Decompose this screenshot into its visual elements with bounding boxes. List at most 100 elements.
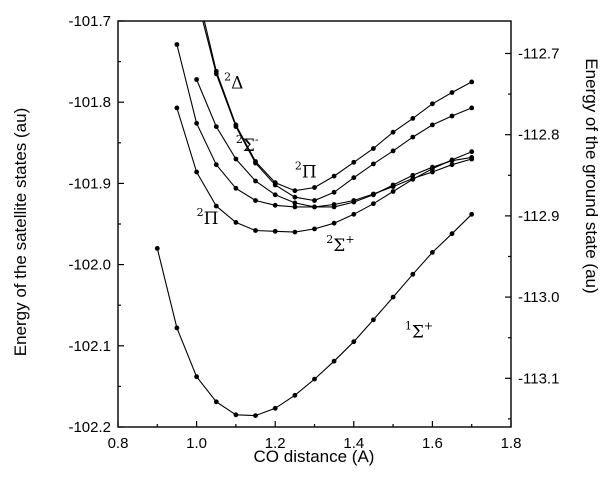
x-axis-title: CO distance (A) <box>254 447 375 466</box>
data-point <box>430 250 435 255</box>
data-point <box>351 211 357 217</box>
data-point <box>390 294 396 300</box>
data-point <box>351 159 357 165</box>
data-point <box>312 185 317 190</box>
data-point <box>410 172 416 178</box>
right-y-tick-label: -112.9 <box>518 208 559 225</box>
data-point <box>331 358 337 364</box>
data-point <box>213 162 219 168</box>
state-label: 2Σ+ <box>326 233 354 256</box>
x-tick-label: 1.4 <box>343 435 364 452</box>
data-point <box>351 175 357 181</box>
data-point <box>292 200 298 206</box>
x-tick-label: 1.8 <box>501 435 522 452</box>
state-label: 2Σ- <box>236 133 259 156</box>
data-point <box>272 228 278 234</box>
data-point <box>390 189 396 194</box>
data-point <box>410 271 416 277</box>
state-label: 2Δ <box>224 70 243 93</box>
right-y-tick-label: -113.0 <box>518 289 559 306</box>
right-y-tick-label: -113.1 <box>518 370 559 387</box>
data-point <box>154 246 160 251</box>
series-line <box>203 21 472 192</box>
data-point <box>469 105 475 111</box>
right-y-tick-label: -112.7 <box>518 45 559 62</box>
data-point <box>331 173 337 179</box>
plot-area <box>117 20 512 428</box>
data-point <box>430 164 435 170</box>
data-point <box>469 149 475 155</box>
data-point <box>371 146 376 151</box>
right-y-tick-label: -112.8 <box>518 127 559 144</box>
data-point <box>272 405 278 411</box>
data-point <box>449 162 455 168</box>
series-layer <box>154 21 475 418</box>
series-2 <box>174 42 475 210</box>
plot-frame <box>117 20 512 428</box>
data-point <box>331 220 337 226</box>
data-point <box>272 202 278 208</box>
left-y-tick-label: -101.8 <box>68 94 111 111</box>
data-point <box>449 113 455 119</box>
data-point <box>194 374 200 380</box>
state-label: 2Π <box>197 206 219 229</box>
data-point <box>213 68 219 74</box>
state-label: 1Σ+ <box>405 320 433 343</box>
data-point <box>272 192 278 198</box>
data-point <box>410 116 416 121</box>
data-point <box>371 201 376 207</box>
data-point <box>312 376 317 382</box>
data-point <box>233 185 239 191</box>
data-point <box>351 339 357 345</box>
data-point <box>253 178 258 184</box>
data-point <box>213 203 219 209</box>
left-y-tick-label: -101.9 <box>68 175 111 192</box>
data-point <box>292 194 298 200</box>
data-point <box>233 122 239 128</box>
data-point <box>292 392 298 398</box>
data-point <box>253 198 258 203</box>
data-point <box>430 169 435 175</box>
left-y-tick-label: -102.1 <box>68 338 111 355</box>
data-point <box>390 148 396 154</box>
data-point <box>449 90 455 95</box>
data-point <box>312 226 317 232</box>
data-point <box>272 180 278 186</box>
data-point <box>331 204 337 210</box>
data-point <box>253 228 258 233</box>
left-y-tick-label: -102.2 <box>68 419 111 436</box>
data-point <box>194 77 200 82</box>
data-point <box>312 198 317 203</box>
left-y-tick-label: -102.0 <box>68 257 111 274</box>
right-y-axis-title: Energy of the ground state (au) <box>582 58 601 293</box>
data-point <box>371 192 376 198</box>
left-y-axis-title: Energy of the satellite states (au) <box>11 108 30 357</box>
data-point <box>194 169 200 175</box>
data-point <box>390 182 396 188</box>
data-point <box>292 229 298 235</box>
data-point <box>213 399 219 405</box>
data-point <box>253 413 258 418</box>
data-point <box>371 317 376 323</box>
data-point <box>174 42 180 47</box>
data-point <box>469 155 475 160</box>
left-y-axis-ticks: -101.7 -101.8 -101.9 -102.0 -102.1 -102.2 <box>68 13 124 436</box>
state-label: 2Π <box>295 160 317 183</box>
right-y-axis-ticks: -112.7 -112.8 -112.9 -113.0 -113.1 <box>505 45 559 420</box>
x-tick-label: 0.8 <box>108 435 129 452</box>
data-point <box>430 101 435 107</box>
x-tick-label: 1.0 <box>186 435 207 452</box>
series-line <box>156 213 473 417</box>
data-point <box>312 204 317 210</box>
x-tick-label: 1.6 <box>422 435 443 452</box>
data-point <box>292 188 298 194</box>
data-point <box>194 120 200 126</box>
series-line <box>176 107 472 233</box>
left-y-tick-label: -101.7 <box>68 13 111 30</box>
annotation-layer: 2Δ 2Σ- 2Π 2Π 2Σ+ 1Σ+ <box>197 70 434 342</box>
data-point <box>253 159 258 164</box>
series-line <box>176 44 472 208</box>
data-point <box>469 211 475 217</box>
data-point <box>233 412 239 418</box>
